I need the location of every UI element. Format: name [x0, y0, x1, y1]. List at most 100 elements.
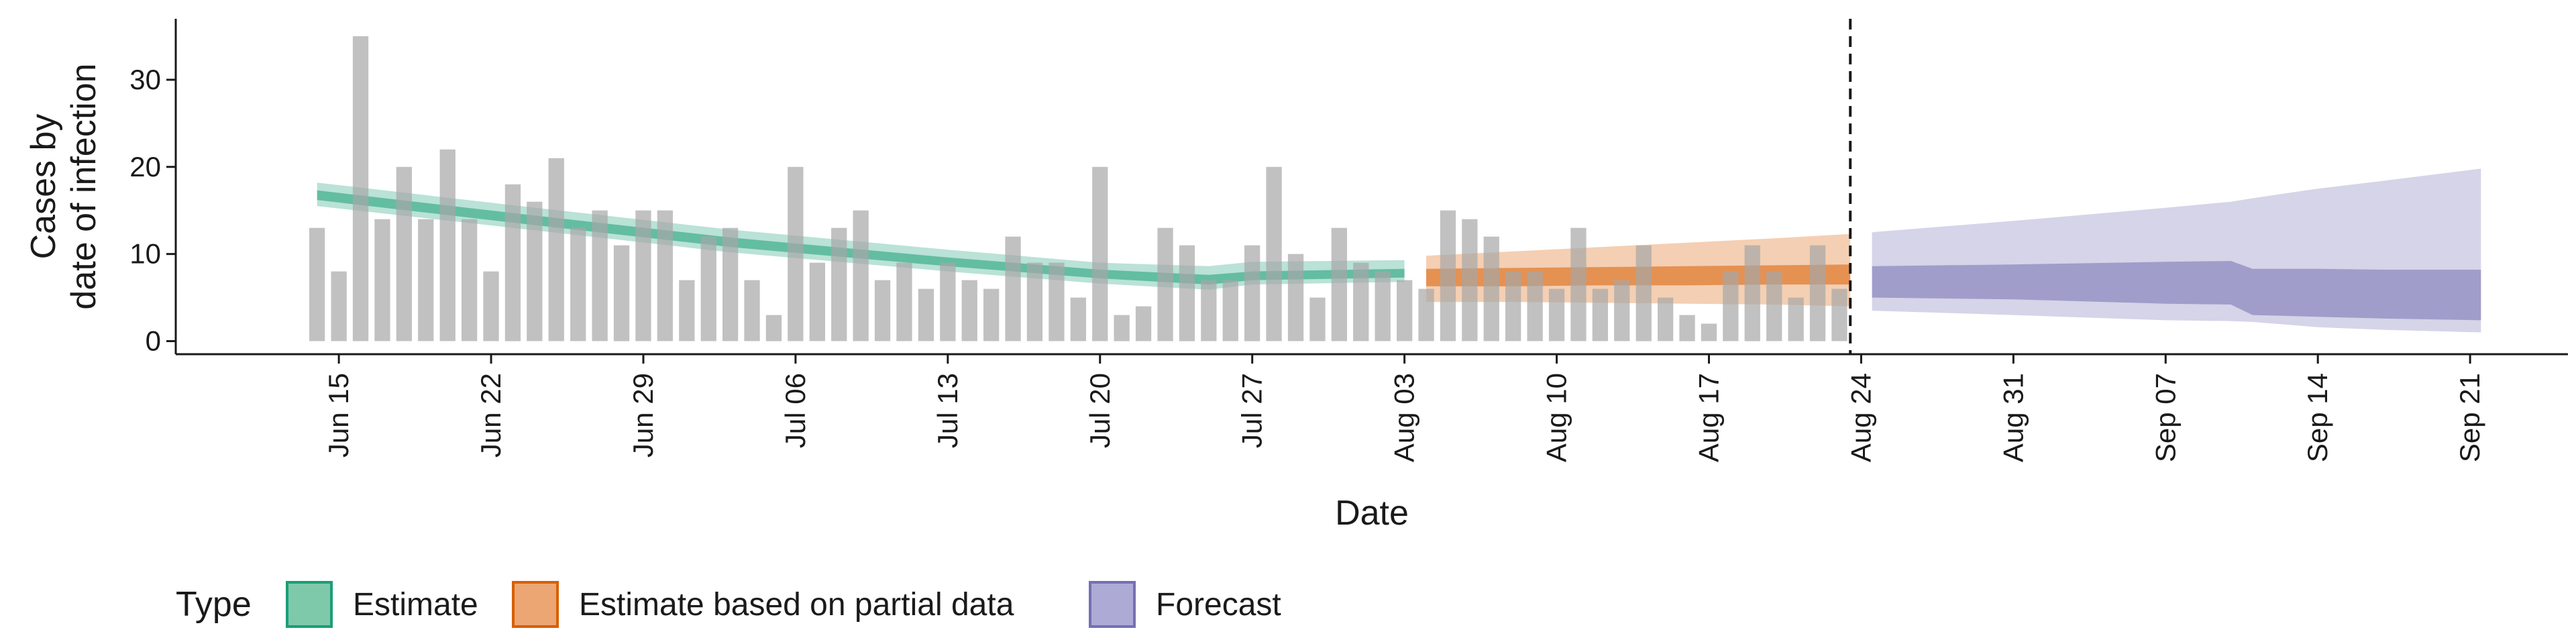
bar	[548, 158, 564, 341]
x-tick-label: Aug 03	[1389, 373, 1420, 462]
bar	[1049, 262, 1065, 341]
bar	[1418, 288, 1434, 341]
bar	[1375, 271, 1391, 341]
bar	[1353, 262, 1369, 341]
bar	[331, 271, 347, 341]
y-tick-label: 0	[146, 325, 161, 357]
x-tick-label: Jul 20	[1084, 373, 1116, 448]
bar	[700, 236, 716, 341]
bar	[1766, 271, 1782, 341]
bar	[961, 280, 977, 341]
x-tick-label: Jun 15	[323, 373, 354, 458]
bar	[352, 36, 369, 341]
y-axis-title-line: Cases by	[24, 114, 63, 260]
bar	[744, 280, 760, 341]
bar	[1440, 210, 1456, 341]
bar	[613, 245, 630, 341]
bar	[309, 227, 325, 341]
bar	[1222, 280, 1238, 341]
bar	[418, 219, 434, 341]
bar	[1548, 288, 1565, 341]
x-tick-label: Jul 06	[780, 373, 811, 448]
legend-label: Estimate	[353, 587, 478, 623]
bar	[1462, 219, 1478, 341]
bar	[1809, 245, 1826, 341]
bar	[940, 262, 956, 341]
bar	[1788, 297, 1804, 341]
legend-swatch	[512, 581, 559, 628]
bar	[874, 280, 891, 341]
legend: Type Estimate Estimate based on partial da…	[176, 581, 1281, 628]
x-tick-label: Aug 17	[1693, 373, 1725, 462]
x-tick-label: Aug 24	[1845, 373, 1876, 462]
legend-label: Estimate based on partial data	[579, 587, 1014, 623]
x-axis-title: Date	[1335, 494, 1409, 533]
y-axis-title: Cases bydate of infection	[24, 63, 103, 309]
y-axis-title-line: date of infection	[64, 63, 103, 309]
bar	[635, 210, 651, 341]
legend-swatch	[1089, 581, 1136, 628]
bar	[1114, 315, 1130, 341]
bar	[1397, 280, 1413, 341]
x-tick-label: Sep 14	[2302, 373, 2333, 462]
bar	[1635, 245, 1652, 341]
x-tick-label: Sep 07	[2149, 373, 2181, 462]
x-tick-label: Jun 22	[475, 373, 506, 458]
bar	[809, 262, 825, 341]
bar	[1701, 323, 1717, 341]
legend-title: Type	[176, 585, 252, 624]
bar	[504, 184, 521, 341]
bar	[1831, 288, 1847, 341]
bar	[1070, 297, 1086, 341]
credible-bands	[317, 168, 2481, 333]
legend-swatch	[286, 581, 333, 628]
bar	[983, 288, 1000, 341]
bar	[1658, 297, 1674, 341]
x-tick-label: Jun 29	[627, 373, 659, 458]
x-tick-label: Jul 27	[1236, 373, 1268, 448]
bar	[1201, 280, 1217, 341]
bar	[788, 166, 804, 341]
bar	[1483, 236, 1499, 341]
axes: 0 10 20 30 Jun 15 Jun 22 Jun 29 Jul 06 Jul 13 Jul…	[24, 19, 2568, 533]
bar	[1287, 254, 1304, 341]
bar	[396, 166, 412, 341]
bar	[1179, 245, 1195, 341]
reported-case-bars	[309, 36, 1847, 341]
bar	[462, 219, 478, 341]
bar	[1157, 227, 1173, 341]
bar	[1092, 166, 1108, 341]
bar	[1244, 245, 1260, 341]
bar	[1527, 271, 1543, 341]
bar	[765, 315, 782, 341]
bar	[439, 149, 455, 341]
bar	[1614, 280, 1630, 341]
bar	[657, 210, 673, 341]
bar	[1266, 166, 1282, 341]
bar	[831, 227, 847, 341]
bar	[1744, 245, 1760, 341]
y-tick-label: 20	[129, 151, 161, 182]
bar	[722, 227, 739, 341]
legend-label: Forecast	[1156, 587, 1281, 623]
bar	[896, 262, 912, 341]
x-tick-label: Aug 31	[1997, 373, 2029, 462]
bar	[1592, 288, 1608, 341]
bar	[592, 210, 608, 341]
bar	[570, 227, 586, 341]
bar	[1309, 297, 1326, 341]
bar	[527, 201, 543, 341]
bar	[1005, 236, 1021, 341]
x-tick-label: Jul 13	[932, 373, 963, 448]
bar	[483, 271, 499, 341]
bar	[1723, 271, 1739, 341]
bar	[374, 219, 390, 341]
bar	[853, 210, 869, 341]
bar	[1505, 271, 1521, 341]
bar	[1135, 306, 1152, 341]
bar	[1331, 227, 1347, 341]
y-tick-label: 30	[129, 64, 161, 95]
y-tick-label: 10	[129, 238, 161, 270]
x-tick-label: Aug 10	[1541, 373, 1572, 462]
